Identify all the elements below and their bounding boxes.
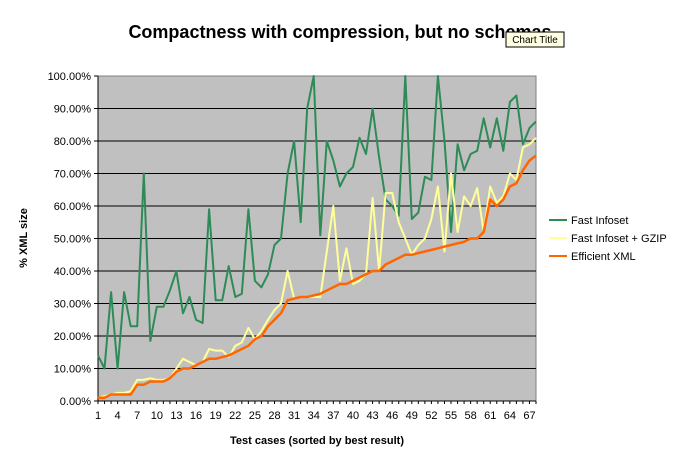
y-tick-label: 100.00% [48, 71, 92, 83]
y-tick-label: 20.00% [54, 331, 92, 343]
tooltip-label: Chart Title [512, 35, 558, 46]
y-tick-label: 80.00% [54, 136, 92, 148]
y-tick-label: 30.00% [54, 299, 92, 311]
x-tick-label: 49 [406, 410, 418, 422]
x-tick-label: 19 [210, 410, 222, 422]
x-tick-label: 64 [504, 410, 516, 422]
x-tick-label: 58 [465, 410, 477, 422]
x-tick-label: 52 [425, 410, 437, 422]
x-tick-label: 43 [366, 410, 378, 422]
legend-label: Fast Infoset [571, 215, 628, 227]
x-axis: 1 4 7 10 13 16 19 22 25 28 31 34 37 40 43 46 49 52 55 58 61 6… [95, 76, 537, 422]
y-tick-label: 40.00% [54, 266, 92, 278]
y-tick-label: 50.00% [54, 234, 92, 246]
y-tick-label: 90.00% [54, 104, 92, 116]
y-axis-title: % XML size [18, 208, 30, 268]
x-tick-label: 61 [484, 410, 496, 422]
x-tick-label: 67 [523, 410, 535, 422]
x-tick-label: 28 [268, 410, 280, 422]
x-tick-label: 7 [134, 410, 140, 422]
x-tick-label: 31 [288, 410, 300, 422]
x-tick-label: 13 [170, 410, 182, 422]
y-tick-label: 70.00% [54, 169, 92, 181]
series-line-efficient-xml [98, 154, 537, 400]
y-axis: 0.00% 10.00% 20.00% 30.00% 40.00% 50.00% 60.00… [48, 71, 98, 408]
y-tick-label: 60.00% [54, 201, 92, 213]
series-line-fast-infoset [97, 75, 537, 370]
x-tick-label: 46 [386, 410, 398, 422]
x-tick-label: 16 [190, 410, 202, 422]
x-tick-label: 4 [115, 410, 121, 422]
x-tick-label: 40 [347, 410, 359, 422]
series-lines [97, 75, 537, 400]
y-tick-label: 0.00% [60, 396, 91, 408]
chart-title: Compactness with compression, but no sch… [128, 22, 551, 42]
x-tick-label: 55 [445, 410, 457, 422]
x-tick-label: 10 [151, 410, 163, 422]
legend-label: Efficient XML [571, 251, 636, 263]
x-tick-label: 22 [229, 410, 241, 422]
x-tick-label: 1 [95, 410, 101, 422]
x-axis-title: Test cases (sorted by best result) [230, 435, 404, 447]
legend-label: Fast Infoset + GZIP [571, 233, 667, 245]
chart-title-tooltip: Chart Title [505, 31, 565, 48]
legend: Fast Infoset Fast Infoset + GZIP Efficient… [549, 215, 667, 263]
x-tick-label: 37 [327, 410, 339, 422]
x-tick-label: 34 [308, 410, 320, 422]
x-tick-label: 25 [249, 410, 261, 422]
y-tick-label: 10.00% [54, 364, 92, 376]
